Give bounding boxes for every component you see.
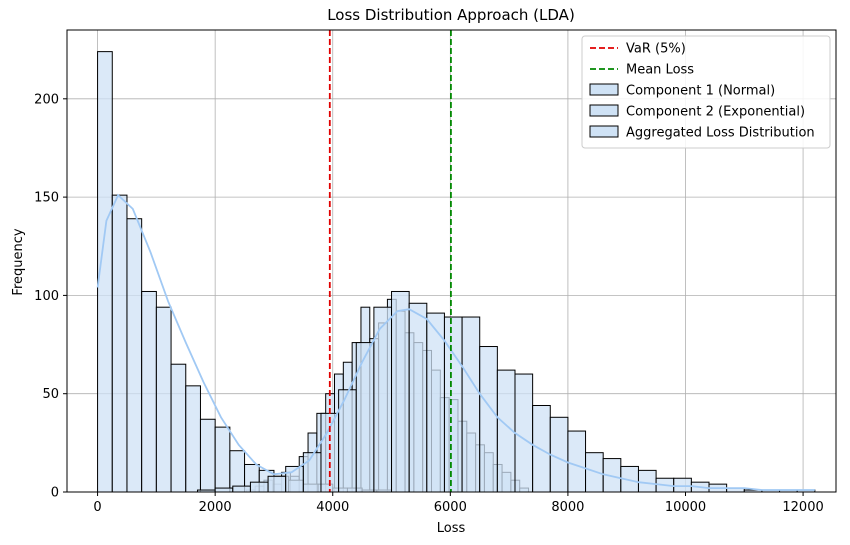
histogram-bar: [637, 469, 657, 493]
x-tick-label: 0: [93, 500, 101, 515]
histogram-bar: [461, 316, 481, 493]
plot-frame: [66, 29, 837, 493]
histogram-bar: [141, 290, 157, 493]
histogram-bar: [155, 306, 172, 493]
y-tick-label: 0: [51, 486, 59, 501]
kde-curve: [96, 193, 815, 491]
x-tick-label: 2000: [199, 500, 232, 515]
histogram-bar: [585, 452, 604, 493]
y-tick-label: 150: [34, 191, 59, 206]
kde-line: [96, 193, 815, 491]
legend-patch-swatch: [589, 104, 619, 117]
y-tick-label: 200: [34, 92, 59, 107]
chart-title: Loss Distribution Approach (LDA): [327, 6, 575, 24]
histogram-bar: [185, 385, 201, 493]
x-tick-label: 12000: [782, 500, 823, 515]
x-tick-label: 10000: [665, 500, 706, 515]
histogram-bar: [514, 373, 534, 493]
legend-box: [581, 35, 831, 149]
histogram-bar: [249, 481, 269, 493]
histogram-bar: [126, 218, 143, 493]
y-axis-label: Frequency: [11, 228, 26, 295]
reference-lines: [328, 30, 452, 492]
histogram-bar: [549, 416, 569, 493]
histogram-bar: [267, 475, 287, 493]
histogram-bar: [479, 346, 498, 493]
histogram-bar: [232, 485, 251, 493]
histogram-bar: [355, 342, 375, 493]
histogram-bar: [673, 477, 692, 493]
legend-label: Component 2 (Exponential): [626, 105, 805, 120]
histogram-bars: [97, 51, 816, 493]
histogram-bar: [567, 430, 587, 493]
y-axis-ticks: 0 50 100 150 200: [34, 92, 67, 501]
histogram-bar: [214, 487, 234, 493]
x-axis-ticks: 0 2000 4000 6000 8000 10000 12000: [93, 492, 824, 515]
legend-label: Aggregated Loss Distribution: [626, 126, 815, 141]
histogram-bar: [426, 312, 445, 493]
legend-patch-swatch: [589, 83, 619, 96]
legend-label: Component 1 (Normal): [626, 84, 775, 99]
legend: VaR (5%) Mean Loss Component 1 (Normal) Com…: [581, 35, 831, 149]
legend-label: Mean Loss: [626, 63, 694, 78]
histogram-bar: [391, 290, 410, 493]
histogram-bar: [199, 418, 216, 493]
legend-patch-swatch: [589, 125, 619, 138]
y-tick-label: 50: [42, 387, 59, 402]
histogram-bar: [302, 452, 322, 493]
histogram-bar: [408, 302, 428, 493]
x-tick-label: 6000: [434, 500, 467, 515]
legend-label: VaR (5%): [626, 42, 686, 57]
y-tick-label: 100: [34, 289, 59, 304]
histogram-bar: [111, 194, 128, 493]
x-tick-label: 4000: [316, 500, 349, 515]
histogram-bar: [214, 426, 231, 493]
x-tick-label: 8000: [551, 500, 584, 515]
histogram-bar: [170, 363, 187, 493]
x-axis-label: Loss: [437, 521, 466, 536]
